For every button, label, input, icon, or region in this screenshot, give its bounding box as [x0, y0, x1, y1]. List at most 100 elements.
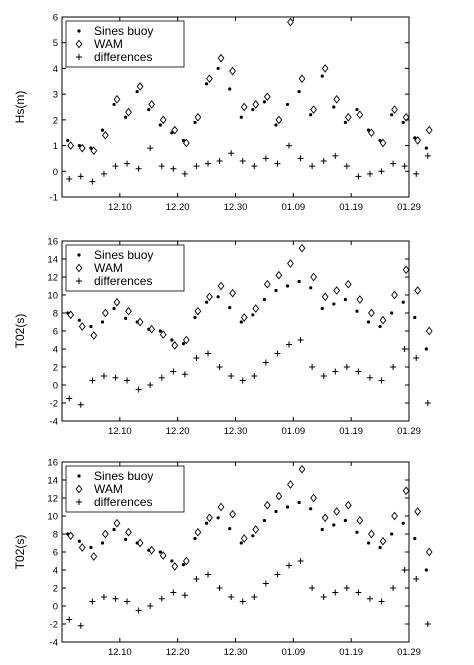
data-point	[67, 141, 75, 150]
data-point	[391, 105, 398, 114]
chart-panel-1: -1 0 1 2 3 4 5 6 12.10 12.20 12.30 01.09 01.19 01.29 H…	[13, 13, 433, 213]
data-point	[66, 395, 73, 402]
data-point	[78, 143, 86, 153]
data-point	[181, 138, 186, 143]
data-point	[309, 364, 316, 370]
data-point	[297, 89, 301, 94]
data-point	[390, 160, 397, 167]
data-point	[274, 160, 281, 167]
legend-entry: WAM	[94, 37, 123, 51]
x-tick-label: 01.19	[339, 202, 363, 213]
data-point	[158, 123, 162, 127]
data-point	[343, 585, 350, 591]
legend-entry: differences	[94, 50, 152, 64]
data-point	[401, 346, 408, 352]
data-point	[112, 306, 116, 311]
data-point	[182, 335, 190, 345]
data-point	[148, 100, 156, 109]
data-point	[217, 502, 225, 512]
data-point	[287, 259, 294, 268]
series-dot	[66, 66, 428, 150]
data-point	[390, 585, 397, 591]
data-point	[402, 265, 410, 275]
data-point	[285, 562, 292, 569]
data-point	[413, 170, 420, 177]
series-diamond-open	[67, 243, 433, 350]
data-point	[77, 318, 81, 322]
data-point	[355, 107, 359, 112]
data-point	[320, 373, 327, 379]
data-point	[297, 279, 301, 284]
data-point	[229, 66, 236, 76]
data-point	[135, 607, 142, 614]
data-point	[239, 158, 246, 164]
data-point	[424, 347, 428, 351]
data-point	[332, 368, 339, 375]
data-point	[287, 17, 294, 27]
data-point	[332, 302, 336, 306]
data-point	[310, 272, 317, 282]
data-point	[113, 297, 121, 307]
data-point	[424, 146, 428, 150]
y-tick-label: -2	[50, 399, 58, 410]
data-point	[148, 545, 156, 555]
data-point	[413, 576, 420, 582]
legend-marker	[76, 278, 82, 284]
data-point	[413, 355, 420, 361]
data-point	[217, 53, 225, 63]
data-point	[170, 338, 174, 342]
data-point	[206, 513, 213, 523]
data-point	[251, 313, 255, 317]
data-point	[366, 374, 373, 381]
data-point	[112, 102, 116, 107]
data-point	[251, 107, 255, 112]
data-point	[205, 571, 212, 578]
data-point	[414, 286, 422, 295]
data-point	[274, 123, 278, 127]
y-tick-label: 1	[53, 141, 58, 152]
data-point	[112, 374, 119, 381]
data-point	[148, 324, 156, 334]
data-point	[391, 290, 398, 300]
y-tick-label: 10	[47, 291, 58, 302]
data-point	[125, 107, 132, 117]
data-point	[414, 136, 422, 145]
data-point	[320, 594, 327, 600]
x-tick-label: 12.20	[166, 202, 190, 213]
data-point	[204, 521, 209, 525]
x-tick-label: 12.30	[224, 647, 248, 658]
data-point	[66, 176, 73, 182]
data-point	[332, 589, 339, 596]
data-point	[321, 292, 329, 302]
data-point	[425, 547, 433, 557]
data-point	[147, 382, 154, 388]
data-point	[368, 128, 375, 138]
data-point	[158, 329, 162, 333]
data-point	[355, 173, 362, 180]
data-point	[263, 500, 271, 510]
data-point	[102, 529, 109, 539]
data-point	[355, 368, 362, 375]
data-point	[252, 100, 260, 109]
data-point	[414, 507, 422, 516]
data-point	[285, 341, 292, 348]
data-point	[181, 592, 188, 599]
data-point	[401, 567, 408, 573]
data-point	[239, 377, 246, 384]
data-point	[413, 536, 417, 541]
data-point	[401, 120, 405, 125]
series-diamond-open	[67, 17, 433, 156]
data-point	[425, 326, 433, 336]
data-point	[297, 337, 304, 343]
data-point	[228, 150, 235, 157]
data-point	[228, 306, 232, 310]
data-point	[424, 621, 431, 627]
legend-marker	[75, 484, 83, 494]
data-point	[124, 115, 128, 119]
data-point	[193, 315, 197, 320]
data-point	[297, 500, 301, 505]
data-point	[205, 160, 212, 167]
legend-entry: WAM	[94, 261, 123, 275]
